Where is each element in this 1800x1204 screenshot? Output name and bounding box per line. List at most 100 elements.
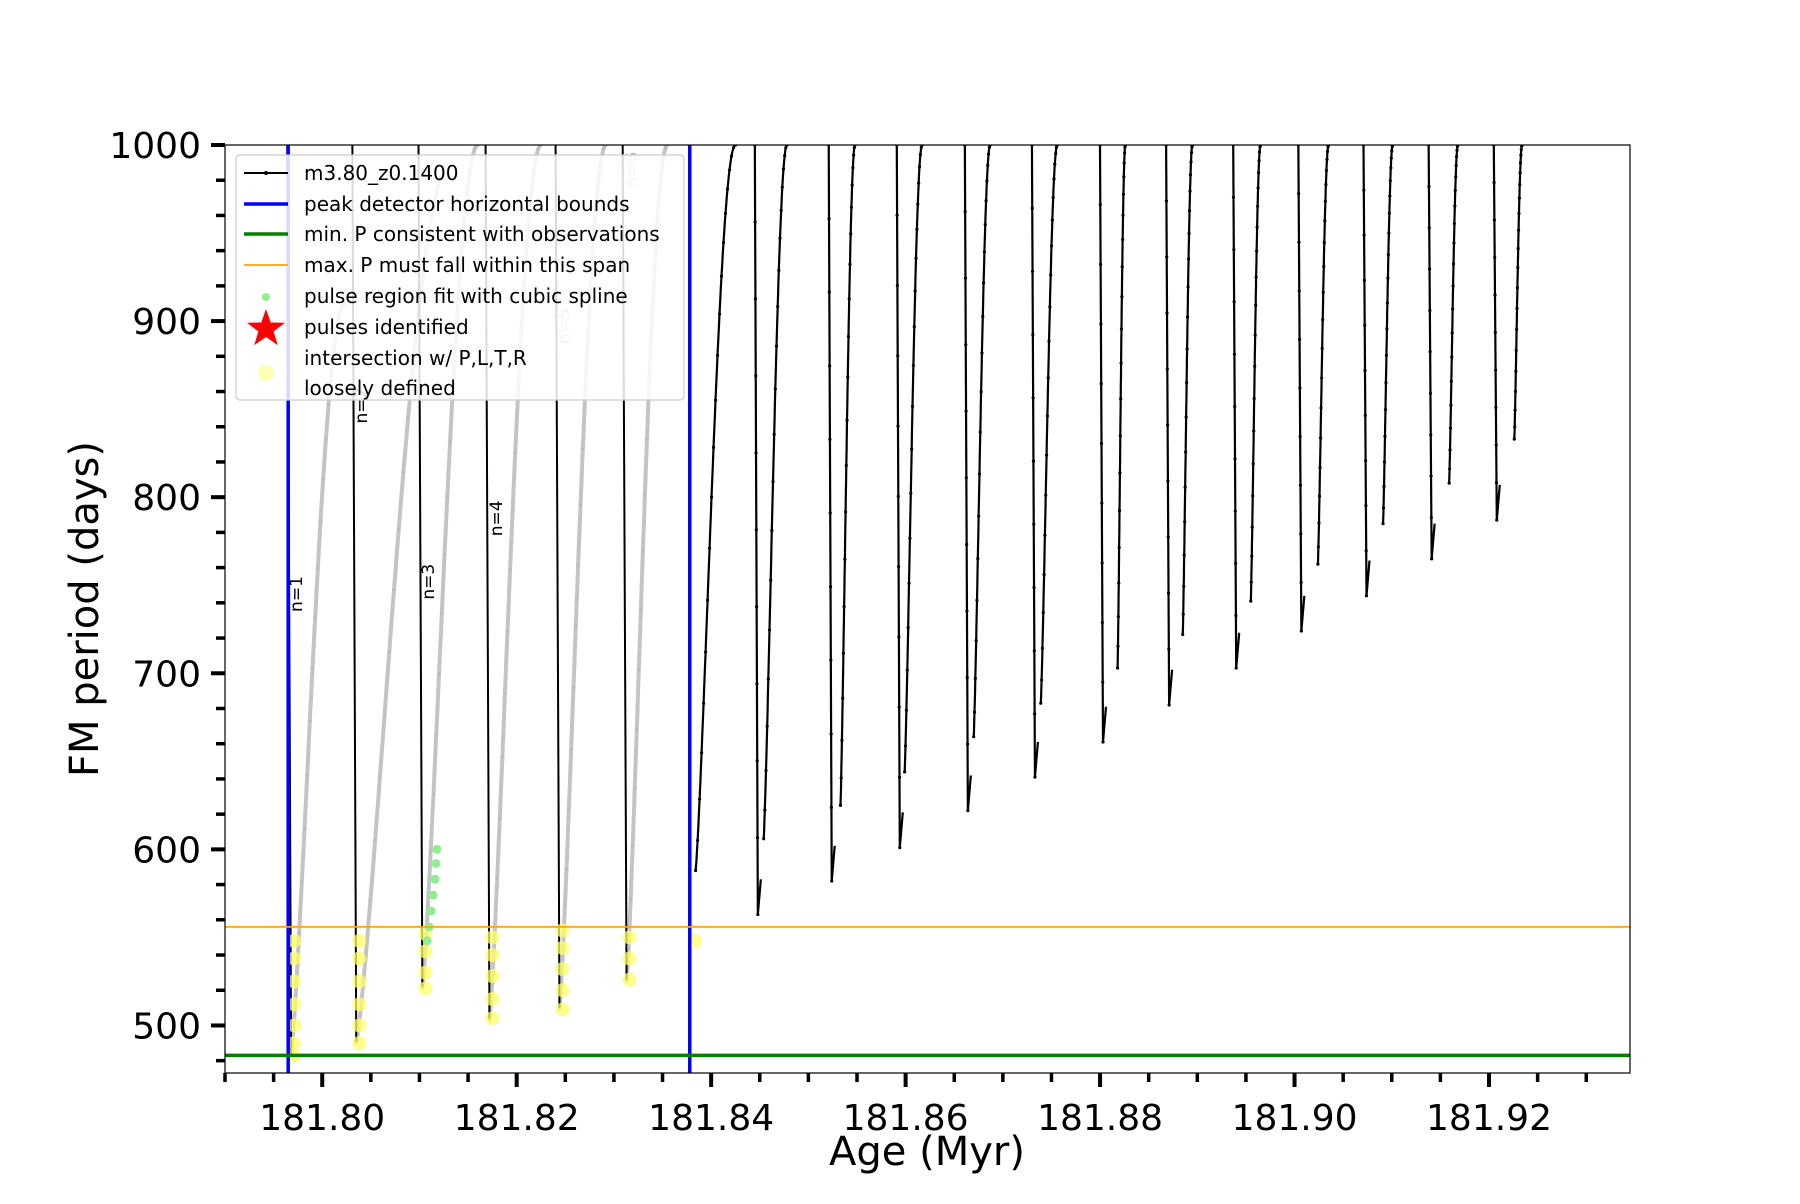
curve-point bbox=[1256, 204, 1260, 208]
curve-point bbox=[1188, 173, 1193, 177]
curve-point bbox=[313, 615, 317, 619]
curve-point bbox=[392, 588, 396, 592]
curve-point bbox=[1189, 160, 1193, 164]
curve-point bbox=[841, 696, 845, 700]
spike-point bbox=[1494, 405, 1498, 410]
curve-point bbox=[645, 437, 649, 441]
curve-point bbox=[1515, 327, 1519, 332]
curve-point bbox=[778, 236, 782, 240]
curve-point bbox=[324, 437, 328, 441]
curve-point bbox=[1042, 572, 1046, 577]
curve-point bbox=[1322, 240, 1326, 245]
curve-point bbox=[1189, 150, 1194, 155]
curve-point bbox=[721, 240, 726, 245]
curve-point bbox=[387, 650, 391, 654]
curve-point bbox=[1384, 380, 1388, 385]
pulse-curve-8 bbox=[762, 145, 788, 839]
curve-point bbox=[503, 692, 507, 696]
curve-point bbox=[500, 755, 504, 759]
curve-point bbox=[305, 773, 309, 777]
curve-point bbox=[1518, 161, 1523, 165]
spike-point bbox=[963, 276, 968, 280]
curve-point bbox=[903, 770, 907, 774]
curve-point bbox=[913, 289, 917, 293]
intersection-marker bbox=[352, 951, 367, 966]
curve-point bbox=[848, 262, 852, 266]
curve-point bbox=[1518, 182, 1522, 187]
curve-point bbox=[1323, 219, 1327, 223]
spike-point bbox=[1427, 226, 1431, 230]
curve-point bbox=[843, 510, 848, 514]
curve-point bbox=[1387, 211, 1391, 216]
spike-point bbox=[1233, 509, 1237, 513]
curve-point bbox=[1185, 347, 1189, 351]
curve-point bbox=[982, 250, 987, 254]
spike-point bbox=[965, 742, 970, 746]
curve-point bbox=[767, 628, 772, 632]
pulse-curve-11 bbox=[972, 145, 991, 737]
curve-point bbox=[1381, 506, 1386, 510]
curve-point bbox=[851, 166, 855, 170]
spike-point bbox=[1165, 367, 1169, 371]
curve-point bbox=[731, 146, 736, 150]
curve-point bbox=[1184, 450, 1188, 454]
spike-point bbox=[1100, 561, 1104, 565]
curve-point bbox=[1513, 408, 1517, 412]
legend-label: loosely defined bbox=[304, 376, 456, 400]
x-tick-label: 181.84 bbox=[648, 1098, 774, 1139]
curve-point bbox=[765, 724, 769, 728]
intersection-marker bbox=[352, 1018, 367, 1033]
spike-point bbox=[829, 732, 833, 736]
curve-point bbox=[321, 476, 325, 481]
spike-point bbox=[1234, 666, 1238, 670]
curve-point bbox=[1251, 462, 1255, 466]
curve-point bbox=[1319, 406, 1323, 410]
spike-point bbox=[1099, 262, 1103, 266]
curve-point bbox=[1118, 471, 1122, 475]
intersection-marker bbox=[287, 974, 302, 989]
curve-point bbox=[397, 528, 401, 532]
legend-label: pulses identified bbox=[304, 315, 469, 339]
curve-point bbox=[302, 827, 307, 831]
curve-point bbox=[1450, 355, 1454, 359]
curve-point bbox=[907, 581, 911, 585]
curve-point bbox=[581, 447, 585, 451]
spike-point bbox=[1165, 255, 1169, 259]
spike-point bbox=[828, 437, 832, 442]
curve-point bbox=[838, 803, 843, 807]
curve-point bbox=[1251, 494, 1255, 498]
spike-point bbox=[827, 217, 831, 221]
spike-point bbox=[1033, 775, 1037, 779]
spike-point bbox=[1298, 483, 1303, 487]
intersection-marker bbox=[287, 933, 302, 948]
intersection-marker bbox=[485, 992, 500, 1007]
curve-point bbox=[1447, 467, 1452, 471]
spline-point bbox=[431, 858, 441, 868]
spike-point bbox=[1032, 585, 1036, 590]
curve-point bbox=[574, 623, 578, 628]
spline-point bbox=[432, 844, 442, 854]
spike-point bbox=[1427, 184, 1431, 188]
spike-point bbox=[828, 585, 833, 589]
curve-point bbox=[917, 164, 922, 169]
spike-point bbox=[1297, 240, 1301, 244]
curve-point bbox=[1449, 379, 1453, 383]
spike-point bbox=[1232, 352, 1237, 356]
curve-point bbox=[1043, 533, 1047, 537]
spike-point bbox=[1363, 323, 1367, 327]
spike-point bbox=[1362, 278, 1367, 282]
pulse-curve-13 bbox=[1116, 145, 1127, 669]
curve-point bbox=[727, 168, 732, 172]
curve-point bbox=[1448, 448, 1452, 452]
curve-point bbox=[508, 568, 512, 572]
curve-point bbox=[703, 650, 708, 654]
y-tick-label: 600 bbox=[132, 830, 201, 871]
pulse-label-4: n=4 bbox=[487, 500, 507, 536]
curve-point bbox=[1184, 415, 1188, 419]
intersection-marker bbox=[555, 962, 570, 977]
curve-point bbox=[1121, 192, 1126, 196]
curve-point bbox=[695, 838, 700, 842]
spike-point bbox=[1164, 199, 1169, 203]
curve-point bbox=[1320, 346, 1324, 351]
